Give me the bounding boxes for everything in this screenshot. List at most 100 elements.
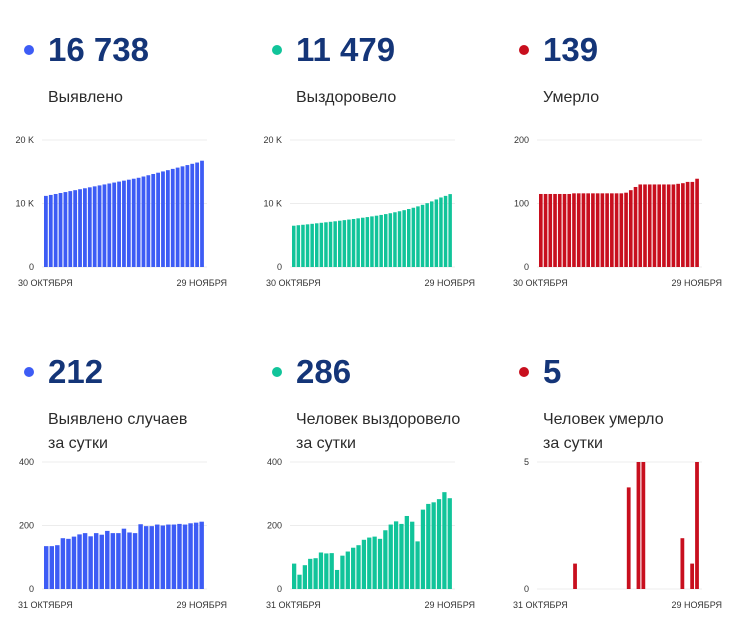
bar [78,189,82,267]
bar [420,204,425,267]
bar [442,492,447,589]
bar [200,160,204,267]
bar [600,193,605,267]
bar [586,193,590,267]
bar [342,220,347,267]
bar [329,553,334,589]
bar [44,546,49,589]
y-tick-label: 0 [29,584,34,594]
bar [388,213,393,267]
bar [138,524,143,589]
bar [68,191,73,267]
bar [99,534,104,589]
bar [110,533,116,589]
bar [407,209,411,267]
bar [605,193,609,267]
x-start-label: 30 ОКТЯБРЯ [18,278,73,288]
bar [177,523,182,589]
bar [170,168,175,267]
bar [166,524,171,589]
bar [690,181,695,267]
stat-value: 286 [296,353,352,390]
bar [573,563,577,589]
bar [356,545,361,589]
bar [379,214,383,267]
bar [175,167,180,267]
stat-caption-line: Человек умерло [543,411,664,428]
bar [443,195,448,267]
bar [576,193,581,267]
bar [60,538,66,589]
chart-recovered-daily: 0 200 400 31 ОКТЯБРЯ 29 НОЯБРЯ [266,457,475,610]
bar [399,523,404,589]
bar [356,218,360,267]
bar [636,462,641,589]
y-tick-label: 20 K [263,135,282,145]
stat-caption-line: Человек выздоровело [296,411,461,428]
bar [315,223,319,267]
series-dot-icon [24,367,34,377]
bar [88,536,93,589]
chart-recovered: 0 10 K 20 K 30 ОКТЯБРЯ 29 НОЯБРЯ [263,135,475,288]
y-tick-label: 400 [267,457,282,467]
bar [361,539,367,589]
bar [48,194,53,267]
bar [180,166,185,267]
bar [638,184,643,267]
bar [63,192,68,267]
bar [351,218,356,267]
bar [149,526,154,589]
bar [695,462,699,589]
bar [131,178,136,267]
bar [136,177,141,267]
bar [185,165,190,267]
bar [340,555,345,589]
bar [53,193,58,267]
stat-value: 139 [543,31,599,68]
y-tick-label: 200 [514,135,529,145]
bar [671,184,676,267]
bar [161,171,165,267]
bar [420,509,426,590]
bar [685,181,690,267]
bar [102,184,107,267]
bar [292,225,296,267]
bar [567,193,572,267]
x-end-label: 29 НОЯБРЯ [424,600,475,610]
series-dot-icon [519,367,529,377]
bar [430,201,434,267]
bar [388,524,393,589]
bar [581,193,586,267]
bar [77,534,82,589]
bar [410,521,415,589]
x-end-label: 29 НОЯБРЯ [671,278,722,288]
bar [143,526,149,589]
bar [652,184,657,267]
bar [297,574,302,589]
bar [319,222,324,267]
bar [302,565,307,589]
x-end-label: 29 НОЯБРЯ [671,600,722,610]
bar [384,214,388,267]
chart-detected: 0 10 K 20 K 30 ОКТЯБРЯ 29 НОЯБРЯ [15,135,227,288]
bar [591,193,595,267]
bar [572,193,576,267]
stat-value: 11 479 [296,31,396,68]
bar [199,521,204,589]
x-start-label: 30 ОКТЯБРЯ [513,278,568,288]
bar [112,182,117,267]
bar [301,224,305,267]
bar [431,502,436,589]
stat-caption: Человек умерло за сутки [543,408,664,456]
bar [71,536,77,589]
bar [107,183,112,267]
bar [338,220,342,267]
bar [195,162,200,267]
series-dot-icon [272,367,282,377]
bar [562,193,567,267]
y-tick-label: 5 [524,457,529,467]
bar [132,533,138,589]
bar [666,184,671,267]
chart-died-daily: 0 5 31 ОКТЯБРЯ 29 НОЯБРЯ [513,457,722,610]
bar [73,190,78,267]
